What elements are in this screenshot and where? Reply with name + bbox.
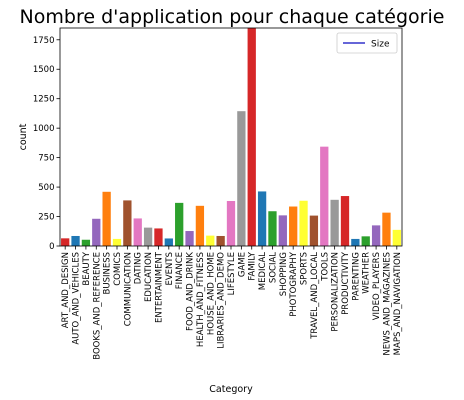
x-tick-label: FINANCE	[175, 252, 185, 289]
y-tick-label: 1250	[33, 95, 55, 105]
bar-health-and-fitness	[195, 205, 205, 246]
bar-house-and-home	[206, 235, 215, 246]
bars-group	[61, 28, 401, 246]
x-tick-label: COMICS	[113, 252, 123, 286]
bar-sports	[299, 200, 308, 246]
x-tick-label: NEWS_AND_MAGAZINES	[382, 252, 392, 356]
x-tick-label: MEDICAL	[258, 252, 268, 291]
bar-events	[164, 238, 173, 246]
x-tick-label: BOOKS_AND_REFERENCE	[92, 252, 102, 360]
bar-education	[143, 227, 153, 246]
bar-communication	[123, 200, 132, 246]
bar-beauty	[81, 239, 91, 246]
y-tick-label: 0	[49, 242, 54, 252]
y-tick-label: 1750	[33, 36, 55, 46]
bar-family	[247, 28, 256, 246]
x-tick-label: PARENTING	[351, 252, 361, 301]
bar-productivity	[340, 196, 350, 246]
x-tick-label: PERSONALIZATION	[331, 252, 341, 332]
y-tick-label: 250	[38, 213, 54, 223]
legend-box	[336, 32, 398, 54]
x-tick-label: PHOTOGRAPHY	[289, 251, 299, 317]
x-tick-label: PRODUCTIVITY	[341, 251, 351, 315]
x-tick-label: ENTERTAINMENT	[154, 251, 164, 323]
x-tick-label: SHOPPING	[279, 252, 289, 296]
bar-libraries-and-demo	[216, 235, 225, 246]
bar-travel-and-local	[309, 215, 319, 246]
bar-tools	[320, 146, 329, 246]
y-axis-label: count	[18, 123, 29, 150]
y-tick-label: 750	[38, 154, 54, 164]
bar-food-and-drink	[185, 231, 194, 246]
x-tick-label: EVENTS	[165, 252, 175, 286]
x-tick-label: TOOLS	[320, 252, 330, 282]
x-tick-label: FAMILY	[248, 251, 258, 280]
x-tick-label: TRAVEL_AND_LOCAL	[310, 252, 320, 340]
bar-personalization	[330, 199, 339, 246]
x-axis-ticks: ART_AND_DESIGN AUTO_AND_VEHICLES BEAUTY BOO…	[61, 246, 403, 360]
x-tick-label: BUSINESS	[103, 252, 113, 294]
bar-social	[268, 211, 277, 246]
x-tick-label: LIFESTYLE	[227, 252, 237, 295]
x-tick-label: HEALTH_AND_FITNESS	[196, 252, 206, 347]
y-tick-label: 1500	[33, 65, 55, 75]
bar-books-and-reference	[92, 218, 101, 246]
y-tick-label: 500	[38, 183, 54, 193]
x-tick-label: BEAUTY	[82, 251, 92, 285]
x-tick-label: WEATHER	[362, 252, 372, 294]
x-tick-label: AUTO_AND_VEHICLES	[72, 252, 82, 345]
x-tick-label: LIBRARIES_AND_DEMO	[217, 252, 227, 349]
y-tick-label: 1000	[33, 124, 55, 134]
bar-shopping	[278, 215, 287, 246]
x-tick-label: ART_AND_DESIGN	[61, 252, 71, 328]
x-tick-label: COMMUNICATION	[123, 252, 133, 326]
x-tick-label: SOCIAL	[268, 252, 278, 283]
x-tick-label: VIDEO_PLAYERS	[372, 252, 382, 320]
x-axis-label: Category	[209, 384, 253, 395]
bar-dating	[133, 218, 142, 246]
bar-medical	[257, 191, 267, 246]
x-tick-label: FOOD_AND_DRINK	[186, 252, 196, 331]
bar-entertainment	[154, 228, 163, 246]
bar-art-and-design	[61, 238, 70, 246]
bar-parenting	[351, 238, 360, 246]
bar-business	[102, 191, 111, 246]
bar-maps-and-navigation	[392, 229, 401, 246]
bar-comics	[112, 238, 122, 246]
x-tick-label: DATING	[134, 252, 144, 284]
legend: Size	[336, 32, 398, 54]
bar-finance	[175, 202, 184, 246]
chart-title: Nombre d'application pour chaque catégor…	[20, 6, 445, 28]
bar-auto-and-vehicles	[71, 235, 80, 246]
bar-news-and-magazines	[382, 212, 391, 246]
bar-lifestyle	[226, 200, 236, 246]
y-axis-ticks: 0 250 500 750 1000 1250 1500 1750	[33, 36, 60, 252]
bar-video-players	[371, 225, 381, 246]
x-tick-label: GAME	[237, 252, 247, 277]
bar-weather	[361, 236, 370, 246]
x-tick-label: HOUSE_AND_HOME	[206, 252, 216, 335]
bar-game	[237, 111, 246, 246]
x-tick-label: MAPS_AND_NAVIGATION	[393, 252, 403, 355]
x-tick-label: EDUCATION	[144, 252, 154, 302]
x-tick-label: SPORTS	[300, 252, 310, 285]
legend-label-size: Size	[371, 40, 390, 50]
bar-photography	[289, 206, 298, 246]
